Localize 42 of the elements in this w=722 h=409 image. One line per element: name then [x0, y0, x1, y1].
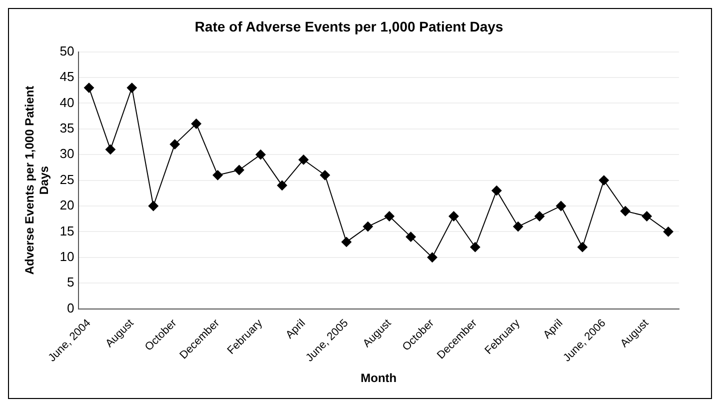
- point: [234, 165, 244, 176]
- chart-title: Rate of Adverse Events per 1,000 Patient Days: [194, 18, 504, 34]
- point: [148, 200, 158, 211]
- point: [534, 211, 545, 222]
- y-tick-label: 10: [60, 248, 74, 264]
- y-tick-label: 30: [60, 146, 74, 162]
- y-tick-label: 20: [60, 198, 74, 213]
- y-tick-label: 15: [60, 223, 74, 238]
- point: [84, 82, 94, 93]
- y-tick-label: 25: [60, 172, 74, 187]
- point: [642, 211, 652, 222]
- point: [105, 144, 116, 154]
- point: [598, 175, 609, 186]
- point: [406, 232, 416, 242]
- point: [384, 211, 394, 222]
- point: [427, 252, 438, 262]
- y-axis-title: Adverse Events per 1,000 Patient Days: [22, 86, 51, 275]
- point: [470, 242, 480, 252]
- point: [492, 186, 502, 196]
- point: [126, 82, 137, 93]
- point: [256, 150, 266, 160]
- point: [320, 170, 330, 180]
- y-tick-label: 40: [60, 94, 74, 110]
- x-axis-title: Month: [360, 371, 397, 386]
- point: [577, 242, 588, 252]
- y-tick-label: 35: [60, 120, 74, 136]
- point: [191, 118, 202, 129]
- point: [277, 180, 288, 190]
- point: [556, 200, 566, 211]
- point: [513, 222, 524, 232]
- point: [341, 236, 352, 247]
- point: [170, 139, 180, 150]
- point: [212, 170, 223, 180]
- point: [620, 206, 630, 216]
- point: [298, 154, 309, 165]
- y-tick-label: 0: [67, 300, 74, 316]
- point: [362, 222, 373, 232]
- y-tick-label: 45: [60, 69, 74, 84]
- y-tick-label: 50: [60, 43, 74, 58]
- point: [448, 211, 459, 222]
- point: [663, 226, 674, 237]
- y-tick-label: 5: [67, 274, 74, 290]
